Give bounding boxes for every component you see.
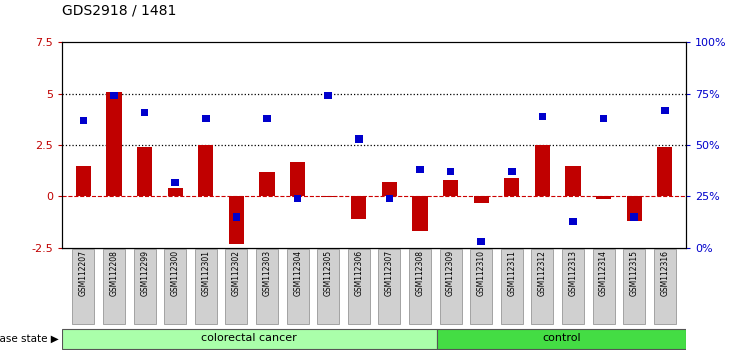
Text: GSM112305: GSM112305: [323, 250, 333, 296]
FancyBboxPatch shape: [531, 249, 553, 324]
FancyBboxPatch shape: [164, 249, 186, 324]
FancyBboxPatch shape: [562, 249, 584, 324]
Bar: [508, 168, 515, 176]
Bar: [290, 161, 305, 196]
Bar: [324, 92, 332, 99]
Bar: [569, 217, 577, 225]
Text: GSM112306: GSM112306: [354, 250, 364, 296]
Text: control: control: [542, 333, 580, 343]
Bar: [474, 196, 489, 202]
FancyBboxPatch shape: [347, 249, 370, 324]
Text: GSM112304: GSM112304: [293, 250, 302, 296]
Bar: [539, 113, 546, 120]
Bar: [293, 195, 301, 202]
FancyBboxPatch shape: [195, 249, 217, 324]
Bar: [202, 115, 210, 122]
Bar: [600, 115, 607, 122]
Bar: [535, 145, 550, 196]
Bar: [565, 166, 580, 196]
Text: GSM112316: GSM112316: [660, 250, 669, 296]
FancyBboxPatch shape: [654, 249, 676, 324]
Text: GSM112310: GSM112310: [477, 250, 485, 296]
FancyBboxPatch shape: [134, 249, 155, 324]
Text: GSM112207: GSM112207: [79, 250, 88, 296]
Bar: [107, 92, 122, 196]
FancyBboxPatch shape: [287, 249, 309, 324]
Bar: [141, 109, 148, 116]
Bar: [412, 196, 428, 232]
Text: GSM112301: GSM112301: [201, 250, 210, 296]
Bar: [661, 107, 669, 114]
Bar: [228, 196, 244, 244]
Bar: [355, 135, 363, 143]
Text: GSM112299: GSM112299: [140, 250, 149, 296]
Text: GSM112314: GSM112314: [599, 250, 608, 296]
FancyBboxPatch shape: [470, 249, 492, 324]
FancyBboxPatch shape: [593, 249, 615, 324]
Text: GSM112300: GSM112300: [171, 250, 180, 296]
Text: GSM112312: GSM112312: [538, 250, 547, 296]
Bar: [199, 145, 213, 196]
Text: disease state ▶: disease state ▶: [0, 333, 58, 343]
Bar: [168, 188, 183, 196]
Bar: [596, 196, 611, 199]
FancyBboxPatch shape: [103, 249, 125, 324]
Bar: [172, 178, 179, 186]
FancyBboxPatch shape: [318, 249, 339, 324]
FancyBboxPatch shape: [226, 249, 247, 324]
Bar: [477, 238, 485, 245]
Bar: [385, 195, 393, 202]
Bar: [447, 168, 455, 176]
Bar: [657, 147, 672, 196]
FancyBboxPatch shape: [72, 249, 94, 324]
Bar: [443, 180, 458, 196]
Bar: [76, 166, 91, 196]
Bar: [382, 182, 397, 196]
Text: GSM112307: GSM112307: [385, 250, 394, 296]
Bar: [351, 196, 366, 219]
Text: GSM112311: GSM112311: [507, 250, 516, 296]
FancyBboxPatch shape: [409, 249, 431, 324]
Bar: [504, 178, 520, 196]
FancyBboxPatch shape: [378, 249, 401, 324]
Text: GSM112309: GSM112309: [446, 250, 455, 296]
Bar: [626, 196, 642, 221]
Text: GSM112208: GSM112208: [110, 250, 118, 296]
Text: colorectal cancer: colorectal cancer: [201, 333, 297, 343]
Bar: [416, 166, 424, 173]
Bar: [631, 213, 638, 221]
Text: GDS2918 / 1481: GDS2918 / 1481: [62, 4, 177, 18]
Bar: [137, 147, 153, 196]
Bar: [320, 196, 336, 198]
Text: GSM112303: GSM112303: [263, 250, 272, 296]
Text: GSM112313: GSM112313: [569, 250, 577, 296]
FancyBboxPatch shape: [501, 249, 523, 324]
Bar: [264, 115, 271, 122]
FancyBboxPatch shape: [62, 329, 437, 349]
Text: GSM112308: GSM112308: [415, 250, 425, 296]
Bar: [259, 172, 274, 196]
FancyBboxPatch shape: [437, 329, 686, 349]
FancyBboxPatch shape: [256, 249, 278, 324]
FancyBboxPatch shape: [623, 249, 645, 324]
Bar: [80, 117, 88, 124]
Bar: [233, 213, 240, 221]
Text: GSM112302: GSM112302: [232, 250, 241, 296]
FancyBboxPatch shape: [439, 249, 461, 324]
Text: GSM112315: GSM112315: [630, 250, 639, 296]
Bar: [110, 92, 118, 99]
